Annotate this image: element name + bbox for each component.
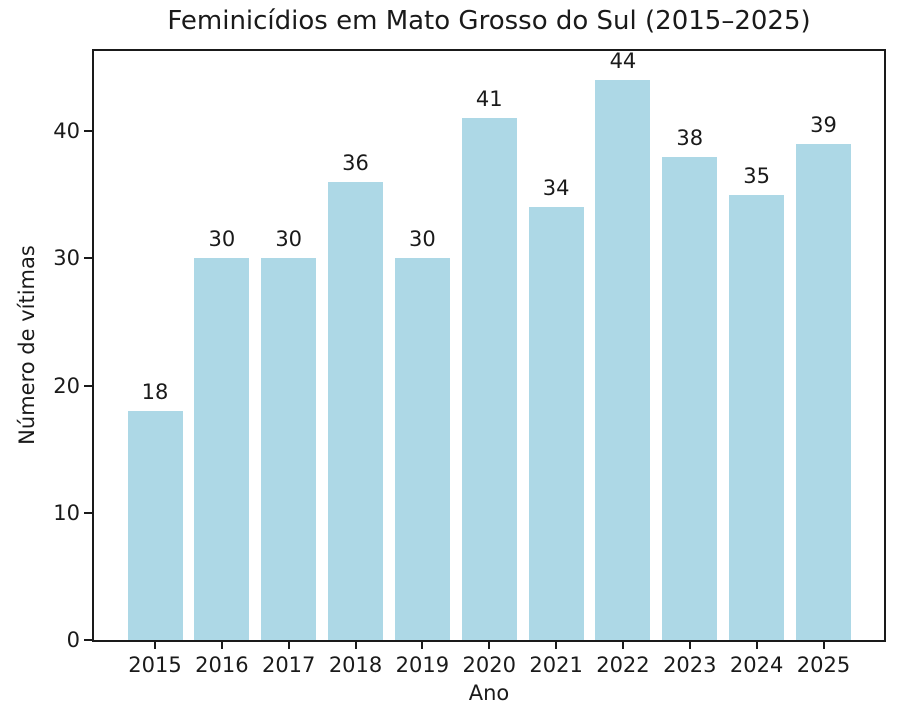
- bar: [729, 194, 785, 640]
- bar: [194, 258, 250, 640]
- x-tick-mark: [354, 642, 357, 649]
- x-tick-label: 2015: [128, 653, 182, 677]
- x-tick-mark: [421, 642, 424, 649]
- y-tick-label: 40: [53, 119, 80, 144]
- x-tick-mark: [488, 642, 491, 649]
- y-tick-label: 10: [53, 500, 80, 525]
- y-tick-mark: [84, 384, 92, 387]
- y-tick-mark: [84, 639, 92, 641]
- bar-value-label: 39: [810, 112, 837, 137]
- bar-value-label: 36: [342, 151, 369, 176]
- bar: [461, 118, 517, 640]
- bar-value-label: 30: [208, 227, 236, 252]
- x-tick-mark: [621, 642, 624, 649]
- bar-value-label: 18: [141, 380, 169, 405]
- y-tick-label: 30: [53, 246, 80, 271]
- bar-value-label: 41: [475, 87, 503, 112]
- y-tick-mark: [84, 511, 92, 514]
- bar-value-label: 44: [609, 49, 637, 74]
- y-tick-mark: [84, 257, 92, 260]
- bar: [328, 182, 384, 640]
- x-tick-mark: [822, 642, 825, 649]
- x-tick-label: 2024: [729, 653, 784, 677]
- y-tick-label: 0: [66, 628, 80, 652]
- plot-area: 18 30 30 36 30 41 34 44 38 35 39: [92, 49, 886, 642]
- x-tick-label: 2017: [261, 653, 316, 677]
- bar: [796, 143, 851, 640]
- x-tick-label: 2022: [596, 653, 650, 677]
- x-tick-label: 2016: [195, 653, 249, 677]
- bar-value-label: 34: [542, 176, 570, 201]
- bar: [394, 258, 450, 640]
- y-tick-mark: [84, 130, 92, 133]
- x-tick-mark: [688, 642, 691, 649]
- bar-value-label: 38: [676, 125, 704, 150]
- x-tick-mark: [287, 642, 290, 649]
- x-axis-label: Ano: [468, 681, 510, 705]
- bar: [127, 411, 183, 640]
- x-tick-label: 2019: [395, 653, 450, 677]
- bar: [595, 80, 651, 640]
- y-axis-label: Número de vítimas: [15, 245, 39, 445]
- bar-value-label: 30: [275, 227, 303, 252]
- x-tick-mark: [154, 642, 156, 649]
- y-tick-label: 20: [53, 373, 80, 398]
- bar: [662, 156, 718, 640]
- x-tick-label: 2025: [796, 653, 851, 677]
- x-tick-mark: [755, 642, 758, 649]
- x-tick-mark: [555, 642, 558, 649]
- x-tick-mark: [220, 642, 223, 649]
- x-tick-label: 2018: [328, 653, 383, 677]
- x-tick-label: 2020: [462, 653, 516, 677]
- bar: [261, 258, 317, 640]
- x-tick-label: 2023: [663, 653, 717, 677]
- x-tick-label: 2021: [529, 653, 583, 677]
- chart-title: Feminicídios em Mato Grosso do Sul (2015…: [167, 6, 811, 36]
- bar: [528, 207, 584, 640]
- bar-value-label: 35: [743, 163, 770, 188]
- bar-value-label: 30: [409, 227, 436, 252]
